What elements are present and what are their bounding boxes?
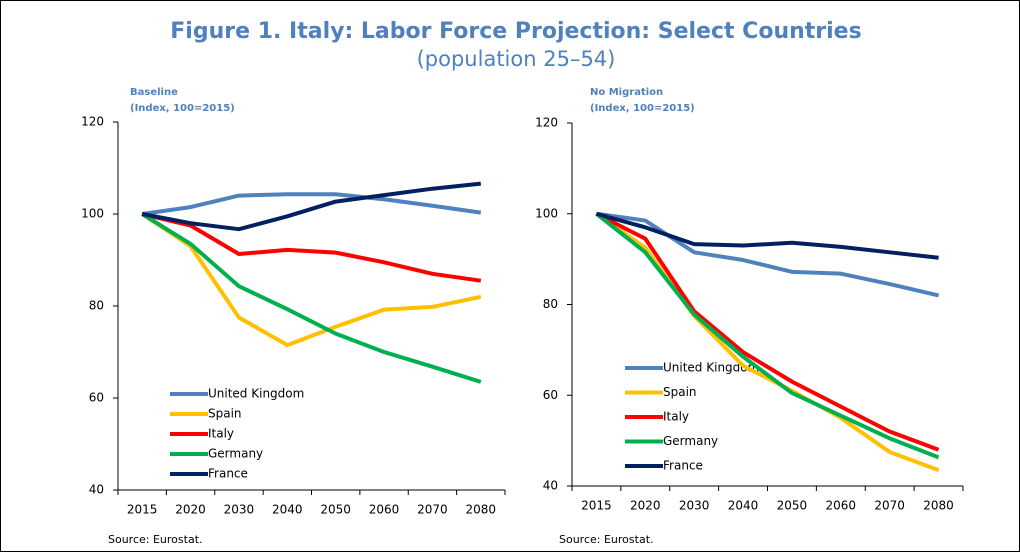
x-tick-label: 2080	[466, 503, 497, 517]
x-tick-label: 2050	[777, 499, 808, 513]
series-line	[595, 212, 940, 472]
y-tick-label: 120	[81, 115, 104, 129]
x-tick-label: 2070	[417, 503, 448, 517]
series-line	[596, 211, 940, 298]
legend-label: Germany	[208, 447, 263, 461]
y-tick-label: 100	[535, 206, 558, 220]
y-tick-label: 60	[89, 391, 104, 405]
figure-subtitle: (population 25–54)	[417, 47, 616, 71]
panel-title: Baseline	[130, 87, 178, 98]
series-line	[595, 211, 940, 452]
figure-title: Figure 1. Italy: Labor Force Projection:…	[170, 19, 861, 44]
legend-label: Germany	[663, 434, 718, 448]
series-line	[595, 211, 939, 260]
legend-label: Italy	[663, 410, 689, 424]
x-tick-label: 2030	[224, 503, 255, 517]
x-tick-label: 2050	[320, 503, 351, 517]
series-line	[141, 212, 482, 384]
y-tick-label: 80	[543, 297, 558, 311]
x-tick-label: 2040	[272, 503, 303, 517]
x-tick-label: 2080	[923, 499, 954, 513]
legend-label: Spain	[208, 407, 242, 421]
legend-label: Spain	[663, 385, 697, 399]
y-tick-label: 100	[81, 207, 104, 221]
source: Source: Eurostat.	[559, 533, 654, 546]
series-line	[141, 212, 482, 283]
x-tick-label: 2060	[826, 499, 857, 513]
series-line	[141, 181, 482, 232]
y-tick-label: 80	[89, 299, 104, 313]
x-tick-label: 2030	[679, 499, 710, 513]
legend-label: France	[663, 459, 703, 473]
y-tick-label: 60	[543, 388, 558, 402]
source: Source: Eurostat.	[108, 533, 203, 546]
panel-subtitle: (Index, 100=2015)	[130, 103, 235, 114]
x-tick-label: 2060	[369, 503, 400, 517]
legend-label: United Kingdom	[663, 361, 759, 375]
legend-label: Italy	[208, 427, 234, 441]
y-tick-label: 40	[89, 483, 104, 497]
x-tick-label: 2020	[630, 499, 661, 513]
x-tick-label: 2015	[127, 503, 158, 517]
panel-title: No Migration	[590, 87, 663, 98]
x-tick-label: 2015	[581, 499, 612, 513]
x-tick-label: 2070	[874, 499, 905, 513]
y-tick-label: 40	[543, 479, 558, 493]
x-tick-label: 2040	[728, 499, 759, 513]
series-line	[595, 212, 940, 460]
legend-label: United Kingdom	[208, 387, 304, 401]
series-line	[141, 212, 482, 348]
series-line	[141, 192, 482, 216]
panel-subtitle: (Index, 100=2015)	[590, 103, 695, 114]
y-tick-label: 120	[535, 116, 558, 130]
legend-label: France	[208, 467, 248, 481]
x-tick-label: 2020	[175, 503, 206, 517]
